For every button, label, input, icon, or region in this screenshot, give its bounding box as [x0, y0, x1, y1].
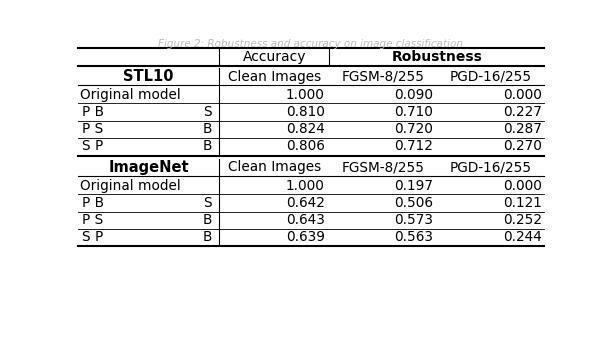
Text: 0.244: 0.244	[503, 230, 542, 244]
Text: 0.810: 0.810	[286, 105, 325, 119]
Text: FGSM-8/255: FGSM-8/255	[342, 160, 425, 174]
Text: 0.720: 0.720	[394, 122, 433, 136]
Text: P S: P S	[82, 213, 103, 227]
Text: 0.806: 0.806	[286, 139, 325, 153]
Text: 0.824: 0.824	[286, 122, 325, 136]
Text: B: B	[202, 122, 212, 136]
Text: S P: S P	[82, 139, 103, 153]
Text: 0.000: 0.000	[503, 178, 542, 192]
Text: 0.252: 0.252	[503, 213, 542, 227]
Text: 0.121: 0.121	[503, 196, 542, 210]
Text: Original model: Original model	[81, 178, 181, 192]
Text: 0.642: 0.642	[286, 196, 325, 210]
Text: 0.643: 0.643	[286, 213, 325, 227]
Text: PGD-16/255: PGD-16/255	[450, 70, 532, 84]
Text: Clean Images: Clean Images	[227, 70, 321, 84]
Text: S P: S P	[82, 230, 103, 244]
Text: 0.270: 0.270	[503, 139, 542, 153]
Text: Accuracy: Accuracy	[242, 50, 306, 64]
Text: 0.573: 0.573	[394, 213, 433, 227]
Text: P B: P B	[82, 196, 104, 210]
Text: P B: P B	[82, 105, 104, 119]
Text: 0.710: 0.710	[394, 105, 433, 119]
Text: B: B	[202, 230, 212, 244]
Text: 0.639: 0.639	[285, 230, 325, 244]
Text: Figure 2: Robustness and accuracy on image classification: Figure 2: Robustness and accuracy on ima…	[158, 39, 463, 49]
Text: Robustness: Robustness	[391, 50, 482, 64]
Text: S: S	[203, 196, 211, 210]
Text: Original model: Original model	[81, 88, 181, 102]
Text: Clean Images: Clean Images	[227, 160, 321, 174]
Text: 1.000: 1.000	[286, 178, 325, 192]
Text: P S: P S	[82, 122, 103, 136]
Text: 0.090: 0.090	[394, 88, 433, 102]
Text: STL10: STL10	[123, 69, 174, 84]
Text: B: B	[202, 139, 212, 153]
Text: ImageNet: ImageNet	[108, 159, 189, 174]
Text: 0.287: 0.287	[503, 122, 542, 136]
Text: 1.000: 1.000	[286, 88, 325, 102]
Text: FGSM-8/255: FGSM-8/255	[342, 70, 425, 84]
Text: B: B	[202, 213, 212, 227]
Text: 0.227: 0.227	[503, 105, 542, 119]
Text: 0.197: 0.197	[394, 178, 433, 192]
Text: 0.000: 0.000	[503, 88, 542, 102]
Text: 0.563: 0.563	[394, 230, 433, 244]
Text: S: S	[203, 105, 211, 119]
Text: PGD-16/255: PGD-16/255	[450, 160, 532, 174]
Text: 0.712: 0.712	[394, 139, 433, 153]
Text: 0.506: 0.506	[394, 196, 433, 210]
